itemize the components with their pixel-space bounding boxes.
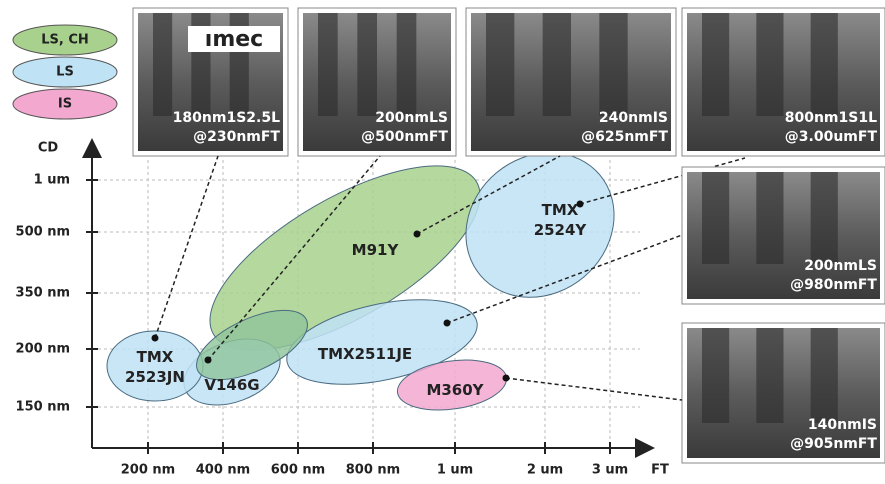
leader-line xyxy=(506,378,682,400)
feature xyxy=(599,13,627,116)
label-line: @905nmFT xyxy=(790,436,877,452)
y-tick-label: 200 nm xyxy=(16,342,70,357)
feature xyxy=(702,328,729,423)
marker-dot xyxy=(152,335,159,342)
x-axis-label: FT xyxy=(651,463,669,478)
feature xyxy=(702,13,729,116)
x-tick-label: 3 um xyxy=(592,463,628,478)
label-line: 180nm1S2.5L xyxy=(173,110,280,126)
feature xyxy=(357,13,377,116)
diagram: 1 um 500 nm 350 nm 200 nm 150 nm 200 nm 400 nm… xyxy=(0,0,885,484)
x-tick-label: 1 um xyxy=(437,463,473,478)
feature xyxy=(756,172,783,264)
x-tick-label: 400 nm xyxy=(196,463,250,478)
leader-line xyxy=(155,156,218,338)
label-line: TMX xyxy=(542,201,579,219)
feature xyxy=(486,13,514,116)
label-line: @3.00umFT xyxy=(785,129,878,145)
feature xyxy=(756,13,783,116)
feature xyxy=(811,13,838,116)
y-axis-label: CD xyxy=(38,141,59,156)
feature xyxy=(318,13,338,116)
marker-dot xyxy=(205,357,212,364)
y-tick-label: 350 nm xyxy=(16,286,70,301)
label-line: @230nmFT xyxy=(193,129,280,145)
x-tick-label: 800 nm xyxy=(346,463,400,478)
feature xyxy=(397,13,417,116)
label: M91Y xyxy=(352,241,400,259)
legend-label: LS xyxy=(56,65,74,80)
label-line: V146G xyxy=(204,376,259,394)
marker-dot xyxy=(577,201,584,208)
marker-dot xyxy=(444,320,451,327)
x-tick-label: 600 nm xyxy=(271,463,325,478)
label-line: 200nmLS xyxy=(804,258,877,274)
label-line: 2524Y xyxy=(534,221,588,239)
feature xyxy=(543,13,571,116)
x-tick-label: 200 nm xyxy=(121,463,175,478)
y-tick-label: 500 nm xyxy=(16,225,70,240)
legend-label: LS, CH xyxy=(41,33,89,48)
feature xyxy=(756,328,783,423)
label-line: @625nmFT xyxy=(581,129,668,145)
label-line: 200nmLS xyxy=(375,110,448,126)
label-line: @500nmFT xyxy=(361,129,448,145)
feature xyxy=(811,172,838,264)
feature xyxy=(153,13,172,116)
logo: ımec xyxy=(205,27,263,52)
marker-dot xyxy=(414,231,421,238)
feature xyxy=(811,328,838,423)
label-line: 2523JN xyxy=(125,368,185,386)
feature xyxy=(702,172,729,264)
label-line: M91Y xyxy=(352,241,400,259)
label-line: 240nmIS xyxy=(599,110,668,126)
label-line: M360Y xyxy=(426,381,484,399)
label-line: TMX2511JE xyxy=(318,345,412,363)
label-line: 140nmIS xyxy=(808,417,877,433)
legend-label: IS xyxy=(58,97,72,112)
label: V146G xyxy=(204,376,259,394)
label: TMX2511JE xyxy=(318,345,412,363)
y-tick-label: 150 nm xyxy=(16,400,70,415)
label-line: 800nm1S1L xyxy=(785,110,877,126)
label-line: @980nmFT xyxy=(790,277,877,293)
x-tick-label: 2 um xyxy=(527,463,563,478)
label-line: TMX xyxy=(137,348,174,366)
y-tick-label: 1 um xyxy=(34,173,70,188)
marker-dot xyxy=(503,375,510,382)
label: M360Y xyxy=(426,381,484,399)
